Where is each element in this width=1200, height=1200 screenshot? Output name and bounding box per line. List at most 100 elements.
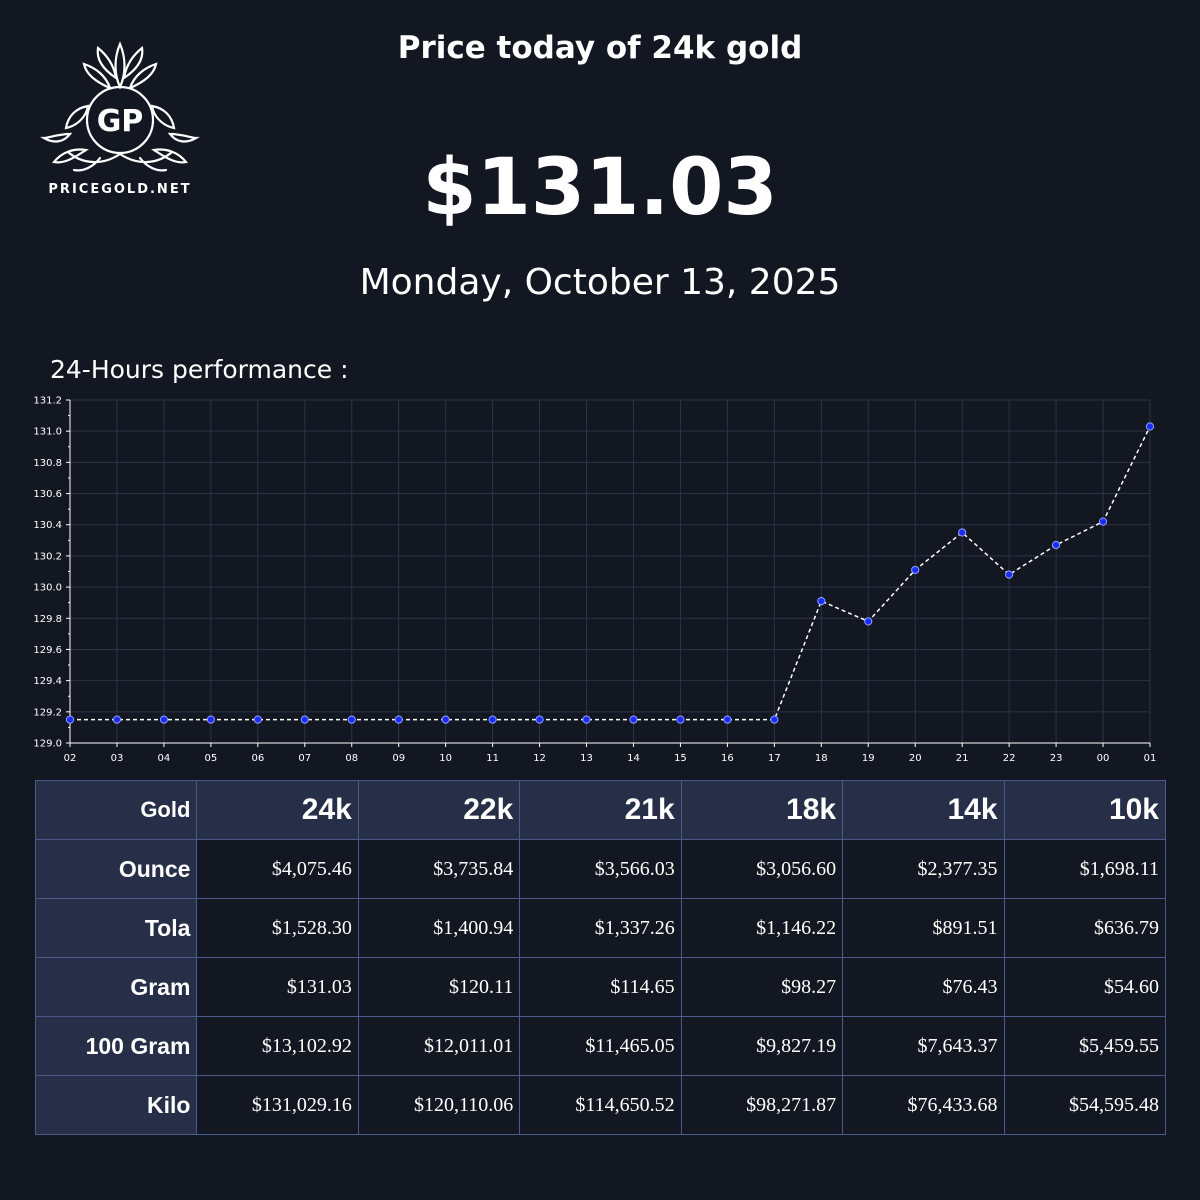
data-point (1005, 570, 1014, 579)
data-point (65, 715, 75, 724)
data-point (723, 715, 732, 724)
table-cell: $11,465.05 (519, 1016, 682, 1076)
data-point (911, 565, 920, 575)
table-cell: $54,595.48 (1003, 1075, 1167, 1135)
row-header: Gram (34, 957, 198, 1017)
current-price: $131.03 (422, 143, 778, 233)
row-header: Kilo (34, 1075, 198, 1135)
logo-monogram: GP (97, 104, 144, 139)
table-cell: $76,433.68 (842, 1075, 1005, 1135)
table-cell: $1,698.11 (1003, 839, 1167, 899)
table-cell: $120.11 (357, 957, 521, 1017)
y-tick-label: 130.0 (33, 583, 62, 594)
x-tick-label: 03 (111, 753, 124, 764)
x-tick-label: 16 (721, 753, 734, 764)
x-tick-label: 12 (533, 753, 546, 764)
column-header: 10k (1003, 780, 1167, 840)
table-row: Tola $1,528.30 $1,400.94 $1,337.26 $1,14… (34, 898, 1167, 958)
gold-price-table: Gold 24k 22k 21k 18k 14k 10k Ounce $4,07… (34, 780, 1167, 1135)
data-point (347, 715, 356, 724)
x-tick-label: 10 (439, 753, 452, 764)
y-tick-label: 129.8 (33, 614, 62, 625)
y-tick-label: 130.8 (33, 458, 62, 469)
x-tick-label: 13 (580, 753, 593, 764)
data-point (629, 715, 638, 724)
table-cell: $131,029.16 (196, 1075, 359, 1135)
row-header: Ounce (34, 839, 198, 899)
x-tick-label: 04 (158, 753, 171, 764)
page-title: Price today of 24k gold (397, 30, 803, 66)
series-line (70, 426, 1151, 721)
table-cell: $5,459.55 (1003, 1016, 1167, 1076)
table-cell: $891.51 (842, 898, 1005, 958)
data-point (535, 715, 544, 724)
data-point (488, 715, 497, 724)
x-tick-label: 17 (768, 753, 781, 764)
row-header: 100 Gram (34, 1016, 198, 1076)
table-cell: $54.60 (1003, 957, 1167, 1017)
y-tick-label: 129.4 (33, 676, 62, 687)
table-cell: $3,056.60 (680, 839, 844, 899)
y-tick-label: 129.0 (33, 739, 62, 750)
data-point (159, 715, 169, 724)
x-tick-label: 14 (627, 753, 640, 764)
table-cell: $13,102.92 (196, 1016, 359, 1076)
x-tick-label: 08 (345, 753, 358, 764)
table-cell: $1,337.26 (519, 898, 682, 958)
data-point (1051, 540, 1061, 550)
current-date: Monday, October 13, 2025 (359, 262, 841, 303)
data-point (1145, 422, 1155, 431)
column-header: 18k (680, 780, 844, 840)
column-header: 21k (519, 780, 682, 840)
table-row: Kilo $131,029.16 $120,110.06 $114,650.52… (34, 1075, 1167, 1135)
table-cell: $131.03 (196, 957, 359, 1017)
x-tick-label: 06 (251, 753, 264, 764)
y-tick-label: 130.2 (33, 551, 62, 562)
table-cell: $4,075.46 (196, 839, 359, 899)
x-tick-label: 01 (1144, 753, 1157, 764)
table-cell: $114.65 (519, 957, 682, 1017)
table-cell: $76.43 (842, 957, 1005, 1017)
table-cell: $2,377.35 (842, 839, 1005, 899)
y-tick-label: 130.6 (33, 489, 62, 500)
table-cell: $3,566.03 (519, 839, 682, 899)
table-cell: $9,827.19 (680, 1016, 844, 1076)
x-tick-label: 00 (1097, 753, 1110, 764)
x-tick-label: 20 (909, 753, 922, 764)
data-point (582, 715, 591, 724)
x-tick-label: 23 (1050, 753, 1063, 764)
plot-area (70, 400, 1150, 743)
x-tick-label: 11 (486, 753, 499, 764)
x-tick-label: 19 (862, 753, 875, 764)
table-row: 100 Gram $13,102.92 $12,011.01 $11,465.0… (34, 1016, 1167, 1076)
x-tick-label: 02 (64, 753, 77, 764)
table-row: Ounce $4,075.46 $3,735.84 $3,566.03 $3,0… (34, 839, 1167, 899)
data-point (206, 715, 215, 724)
table-cell: $120,110.06 (357, 1075, 521, 1135)
data-point (300, 715, 309, 724)
performance-label: 24-Hours performance : (50, 355, 349, 384)
y-tick-label: 131.0 (33, 427, 62, 438)
y-tick-label: 130.4 (33, 520, 62, 531)
table-row: Gram $131.03 $120.11 $114.65 $98.27 $76.… (34, 957, 1167, 1017)
y-tick-label: 129.6 (33, 645, 62, 656)
table-cell: $98.27 (680, 957, 844, 1017)
data-point (817, 597, 826, 606)
price-line-chart: 129.0 129.2 129.4 129.6 129.8 130.0 130.2 130.4… (33, 396, 1157, 765)
data-point (394, 715, 403, 724)
data-point (770, 715, 779, 724)
table-cell: $114,650.52 (519, 1075, 682, 1135)
table-header-row: Gold 24k 22k 21k 18k 14k 10k (34, 780, 1167, 840)
table-cell: $1,400.94 (357, 898, 521, 958)
pricegold-logo: GP PRICEGOLD.NET (40, 38, 200, 208)
logo-emblem-icon: GP (40, 41, 200, 172)
row-header: Tola (34, 898, 198, 958)
data-point (958, 528, 967, 537)
data-point (676, 715, 685, 724)
column-header: 22k (357, 780, 521, 840)
data-point (112, 715, 122, 724)
table-corner-label: Gold (34, 780, 198, 840)
logo-text: PRICEGOLD.NET (48, 182, 192, 197)
x-tick-label: 07 (298, 753, 311, 764)
data-point (253, 715, 262, 724)
